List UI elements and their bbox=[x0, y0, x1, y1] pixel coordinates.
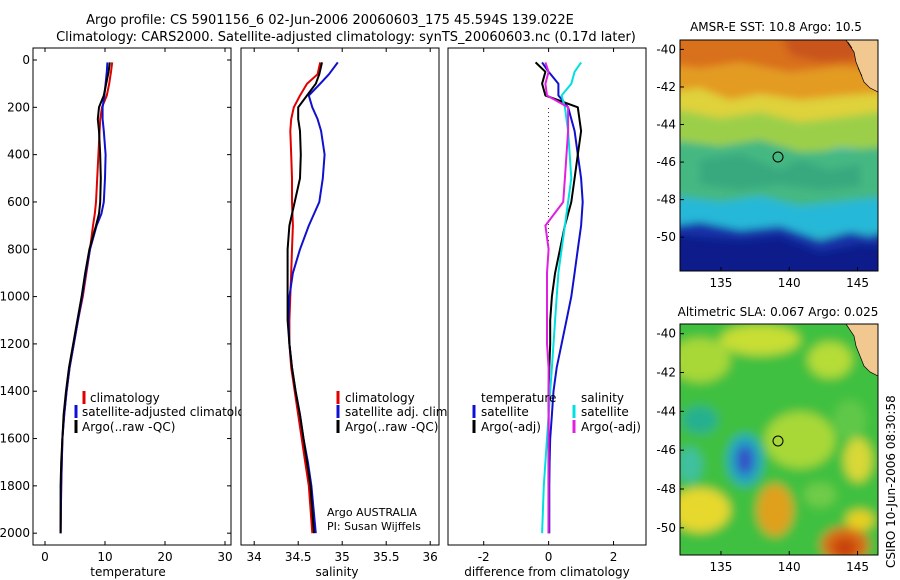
x-tick-label: 36 bbox=[423, 550, 438, 564]
map-y-tick-label: -44 bbox=[656, 118, 676, 132]
salinity-series bbox=[286, 61, 339, 534]
sla-argo-marker bbox=[772, 435, 784, 447]
y-tick-label: 800 bbox=[7, 242, 30, 256]
temperature-axes-frame bbox=[32, 47, 232, 546]
map-y-tick-label: -50 bbox=[656, 521, 676, 535]
salinity-axes-frame bbox=[240, 47, 440, 546]
x-tick-label: 0 bbox=[41, 550, 49, 564]
series-line-climatology bbox=[288, 62, 322, 534]
map-x-tick-label: 135 bbox=[710, 560, 733, 574]
salinity-axis-ticks: 34 34.5 35 35.5 36 bbox=[247, 48, 438, 564]
sst-argo-marker bbox=[772, 151, 784, 163]
temperature-axis-ticks: 0 10 20 30 0 200 400 600 800 1000 1200 1400 1600 1800… bbox=[0, 48, 233, 564]
salinity-panel: 34 34.5 35 35.5 36 salinity climatology sate… bbox=[240, 47, 451, 579]
x-tick-label: 10 bbox=[97, 550, 112, 564]
figure-title-line-1: Argo profile: CS 5901156_6 02-Jun-2006 2… bbox=[86, 13, 574, 28]
y-tick-label: 600 bbox=[7, 195, 30, 209]
y-tick-label: 1200 bbox=[0, 337, 30, 351]
sst-map-title: AMSR-E SST: 10.8 Argo: 10.5 bbox=[690, 20, 862, 34]
x-tick-label: 35.5 bbox=[373, 550, 400, 564]
legend-label-satellite-adjusted: satellite-adjusted climatolog bbox=[82, 405, 252, 419]
credit-line-2: PI: Susan Wijffels bbox=[327, 520, 421, 533]
map-y-tick-label: -40 bbox=[656, 42, 676, 56]
credit-line-1: Argo AUSTRALIA bbox=[327, 506, 417, 519]
map-y-tick-label: -44 bbox=[656, 404, 676, 418]
temperature-series bbox=[59, 62, 114, 534]
legend-label-argo: Argo(..raw -QC) bbox=[345, 420, 438, 434]
legend-label-climatology: climatology bbox=[345, 391, 415, 405]
y-tick-label: 1000 bbox=[0, 290, 30, 304]
difference-legend: temperature satellite Argo(-adj) salinit… bbox=[472, 391, 641, 434]
sla-map-ticks: 135 140 145 -40 -42 -44 -46 -48 -50 bbox=[656, 327, 869, 574]
x-tick-label: 34 bbox=[247, 550, 262, 564]
map-y-tick-label: -48 bbox=[656, 482, 676, 496]
sst-map-panel: AMSR-E SST: 10.8 Argo: 10.5 135 140 145 -40… bbox=[656, 20, 879, 290]
temperature-legend: climatology satellite-adjusted climatolo… bbox=[74, 391, 252, 434]
x-tick-label: 2 bbox=[610, 550, 618, 564]
map-y-tick-label: -46 bbox=[656, 155, 676, 169]
legend-label-climatology: climatology bbox=[90, 391, 160, 405]
map-y-tick-label: -42 bbox=[656, 80, 676, 94]
difference-axis-ticks: -2 0 2 bbox=[478, 48, 618, 564]
sla-map-frame bbox=[679, 323, 879, 556]
figure-title-line-2: Climatology: CARS2000. Satellite-adjuste… bbox=[56, 30, 636, 45]
y-tick-label: 0 bbox=[22, 53, 30, 67]
y-tick-label: 1600 bbox=[0, 432, 30, 446]
map-y-tick-label: -50 bbox=[656, 230, 676, 244]
y-tick-label: 1800 bbox=[0, 479, 30, 493]
legend-label-satellite-adj: satellite adj. clim. bbox=[345, 405, 451, 419]
y-tick-label: 200 bbox=[7, 100, 30, 114]
map-y-tick-label: -40 bbox=[656, 327, 676, 341]
series-line-argo-raw-qc- bbox=[286, 62, 323, 534]
temperature-panel: 0 10 20 30 0 200 400 600 800 1000 1200 1400 1600 1800… bbox=[0, 47, 252, 579]
map-y-tick-label: -48 bbox=[656, 193, 676, 207]
y-tick-label: 1400 bbox=[0, 384, 30, 398]
sla-heatmap-field bbox=[680, 324, 878, 555]
x-tick-label: 34.5 bbox=[285, 550, 312, 564]
y-tick-label: 2000 bbox=[0, 526, 30, 540]
map-x-tick-label: 145 bbox=[846, 276, 869, 290]
map-x-tick-label: 140 bbox=[778, 276, 801, 290]
salinity-legend: climatology satellite adj. clim. Argo(..… bbox=[336, 391, 451, 434]
legend-header-temperature: temperature bbox=[481, 391, 556, 405]
legend-label-argo: Argo(..raw -QC) bbox=[82, 420, 175, 434]
x-tick-label: 30 bbox=[217, 550, 232, 564]
x-tick-label: 35 bbox=[335, 550, 350, 564]
sst-map-frame bbox=[679, 39, 879, 272]
temperature-x-label: temperature bbox=[90, 565, 165, 579]
salinity-x-label: salinity bbox=[315, 565, 358, 579]
map-y-tick-label: -42 bbox=[656, 366, 676, 380]
x-tick-label: 20 bbox=[157, 550, 172, 564]
map-x-tick-label: 135 bbox=[710, 276, 733, 290]
sla-map-title: Altimetric SLA: 0.067 Argo: 0.025 bbox=[678, 305, 879, 319]
difference-series bbox=[534, 61, 584, 534]
sla-map-panel: Altimetric SLA: 0.067 Argo: 0.025 bbox=[656, 305, 879, 574]
y-tick-label: 400 bbox=[7, 148, 30, 162]
difference-panel: -2 0 2 difference from climatology tempera… bbox=[447, 47, 647, 579]
difference-x-label: difference from climatology bbox=[464, 565, 630, 579]
x-tick-label: 0 bbox=[545, 550, 553, 564]
map-x-tick-label: 145 bbox=[846, 560, 869, 574]
sst-heatmap-field bbox=[680, 40, 878, 271]
map-x-tick-label: 140 bbox=[778, 560, 801, 574]
legend-label-temp-satellite: satellite bbox=[481, 405, 529, 419]
x-tick-label: -2 bbox=[478, 550, 490, 564]
csiro-timestamp: CSIRO 10-Jun-2006 08:30:58 bbox=[884, 395, 898, 568]
sst-map-ticks: 135 140 145 -40 -42 -44 -46 -48 -50 bbox=[656, 42, 869, 290]
legend-header-salinity: salinity bbox=[581, 391, 624, 405]
series-line-argo-raw-qc- bbox=[59, 62, 111, 534]
legend-label-sal-satellite: satellite bbox=[581, 405, 629, 419]
legend-label-sal-argo: Argo(-adj) bbox=[581, 420, 641, 434]
legend-label-temp-argo: Argo(-adj) bbox=[481, 420, 541, 434]
map-y-tick-label: -46 bbox=[656, 443, 676, 457]
series-line-salinity-argo-adj- bbox=[544, 62, 570, 534]
